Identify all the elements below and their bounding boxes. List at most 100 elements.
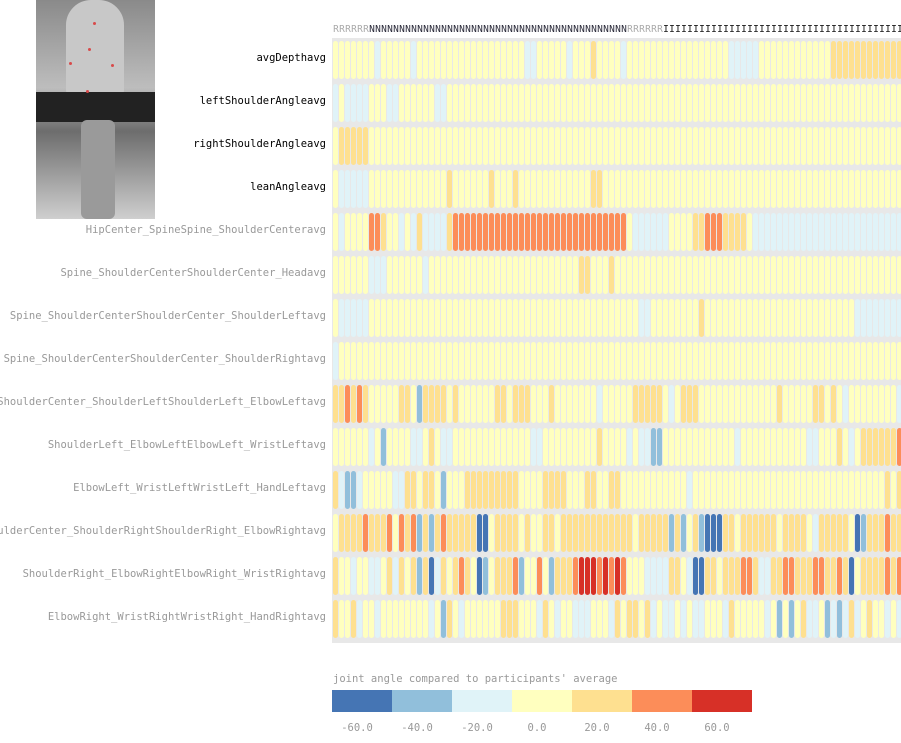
heatmap-cell bbox=[633, 385, 638, 423]
heatmap-cell bbox=[651, 428, 656, 466]
heatmap-cell bbox=[771, 41, 776, 79]
heatmap-cell bbox=[693, 514, 698, 552]
heatmap-cell bbox=[717, 127, 722, 165]
column-label: I bbox=[723, 24, 729, 35]
heatmap-cell bbox=[519, 41, 524, 79]
heatmap-cell bbox=[519, 514, 524, 552]
heatmap-cell bbox=[843, 127, 848, 165]
heatmap-cell bbox=[789, 342, 794, 380]
heatmap-cell bbox=[591, 600, 596, 638]
heatmap-cell bbox=[813, 84, 818, 122]
heatmap-cell bbox=[597, 213, 602, 251]
heatmap-cell bbox=[591, 471, 596, 509]
heatmap-cell bbox=[363, 385, 368, 423]
heatmap-cell bbox=[717, 428, 722, 466]
heatmap-cell bbox=[501, 170, 506, 208]
heatmap-cell bbox=[573, 127, 578, 165]
heatmap-cell bbox=[687, 342, 692, 380]
heatmap-cell bbox=[663, 41, 668, 79]
column-label: I bbox=[789, 24, 795, 35]
heatmap-cell bbox=[345, 385, 350, 423]
heatmap-cell bbox=[639, 557, 644, 595]
heatmap-cell bbox=[777, 600, 782, 638]
heatmap-cell bbox=[345, 84, 350, 122]
column-label: I bbox=[873, 24, 879, 35]
heatmap-cell bbox=[795, 127, 800, 165]
heatmap-cell bbox=[663, 299, 668, 337]
heatmap-cell bbox=[519, 557, 524, 595]
heatmap-cell bbox=[729, 428, 734, 466]
heatmap-cell bbox=[465, 41, 470, 79]
heatmap-cell bbox=[333, 299, 338, 337]
heatmap-cell bbox=[477, 385, 482, 423]
heatmap-cell bbox=[573, 84, 578, 122]
heatmap-cell bbox=[873, 514, 878, 552]
heatmap-cell bbox=[441, 41, 446, 79]
heatmap-cell bbox=[333, 127, 338, 165]
heatmap-cell bbox=[687, 385, 692, 423]
heatmap-cell bbox=[723, 299, 728, 337]
heatmap-cell bbox=[483, 41, 488, 79]
heatmap-cell bbox=[543, 299, 548, 337]
heatmap-cell bbox=[891, 299, 896, 337]
heatmap-cell bbox=[579, 256, 584, 294]
column-label: N bbox=[369, 24, 375, 35]
heatmap-cell bbox=[495, 256, 500, 294]
heatmap-cell bbox=[879, 600, 884, 638]
heatmap-cell bbox=[543, 127, 548, 165]
heatmap-cell bbox=[867, 256, 872, 294]
heatmap-cell bbox=[723, 385, 728, 423]
heatmap-cell bbox=[849, 385, 854, 423]
heatmap-cell bbox=[357, 428, 362, 466]
heatmap-cell bbox=[675, 84, 680, 122]
heatmap-cell bbox=[753, 557, 758, 595]
heatmap-cell bbox=[429, 84, 434, 122]
heatmap-cell bbox=[693, 299, 698, 337]
heatmap-cell bbox=[345, 557, 350, 595]
column-label: N bbox=[489, 24, 495, 35]
heatmap-cell bbox=[627, 84, 632, 122]
heatmap-cell bbox=[591, 84, 596, 122]
heatmap-cell bbox=[603, 170, 608, 208]
heatmap-cell bbox=[759, 342, 764, 380]
column-label: I bbox=[891, 24, 897, 35]
heatmap-cell bbox=[525, 170, 530, 208]
heatmap-cell bbox=[423, 557, 428, 595]
heatmap-cell bbox=[567, 600, 572, 638]
heatmap-cell bbox=[639, 127, 644, 165]
heatmap-cell bbox=[657, 600, 662, 638]
heatmap-cell bbox=[867, 41, 872, 79]
heatmap-cell bbox=[795, 41, 800, 79]
heatmap-cell bbox=[411, 557, 416, 595]
heatmap-cell bbox=[783, 514, 788, 552]
column-label: I bbox=[897, 24, 901, 35]
column-label: N bbox=[453, 24, 459, 35]
heatmap-cell bbox=[453, 41, 458, 79]
heatmap-cell bbox=[729, 84, 734, 122]
heatmap-cell bbox=[429, 256, 434, 294]
heatmap-cell bbox=[579, 41, 584, 79]
heatmap-cell bbox=[411, 428, 416, 466]
heatmap-cell bbox=[897, 428, 901, 466]
heatmap-cell bbox=[657, 256, 662, 294]
heatmap-cell bbox=[837, 471, 842, 509]
heatmap-cell bbox=[363, 471, 368, 509]
heatmap-cell bbox=[741, 127, 746, 165]
column-label: I bbox=[711, 24, 717, 35]
heatmap-cell bbox=[483, 342, 488, 380]
column-label: I bbox=[675, 24, 681, 35]
heatmap-cell bbox=[531, 385, 536, 423]
heatmap-cell bbox=[675, 41, 680, 79]
heatmap-cell bbox=[699, 385, 704, 423]
heatmap-cell bbox=[867, 428, 872, 466]
heatmap-cell bbox=[723, 127, 728, 165]
heatmap-cell bbox=[705, 471, 710, 509]
heatmap-cell bbox=[375, 600, 380, 638]
heatmap-cell bbox=[489, 557, 494, 595]
heatmap-cell bbox=[891, 127, 896, 165]
heatmap-cell bbox=[765, 299, 770, 337]
heatmap-cell bbox=[501, 127, 506, 165]
heatmap-cell bbox=[609, 557, 614, 595]
heatmap-cell bbox=[495, 342, 500, 380]
heatmap-cell bbox=[573, 557, 578, 595]
